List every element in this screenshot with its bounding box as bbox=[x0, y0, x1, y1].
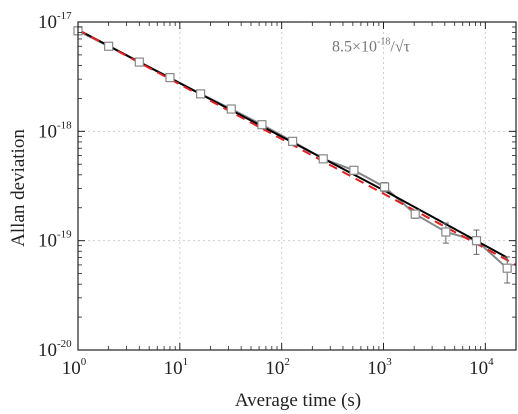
annotation-prefix: 8.5×10 bbox=[332, 38, 377, 55]
data-point-marker bbox=[104, 41, 114, 51]
annotation-suffix: /√τ bbox=[390, 38, 410, 55]
y-tick-label: 10-20 bbox=[38, 338, 72, 361]
fit-line-red-dashed bbox=[77, 28, 517, 266]
x-tick-label: 104 bbox=[469, 356, 494, 379]
x-axis-title: Average time (s) bbox=[235, 390, 361, 411]
data-point-marker bbox=[134, 57, 144, 67]
data-point-marker bbox=[471, 236, 482, 246]
x-tick-label: 103 bbox=[367, 356, 392, 379]
data-point-marker bbox=[379, 182, 390, 192]
x-tick-label: 101 bbox=[164, 356, 189, 379]
data-point-marker bbox=[349, 165, 359, 175]
data-point-marker bbox=[226, 104, 236, 114]
y-tick-label: 10-17 bbox=[38, 10, 72, 33]
data-point-marker bbox=[502, 263, 512, 273]
x-tick-label: 100 bbox=[62, 356, 87, 379]
series-layer bbox=[73, 26, 517, 284]
y-tick-label: 10-18 bbox=[38, 119, 72, 142]
y-tick-label: 10-19 bbox=[38, 229, 72, 252]
data-point-marker bbox=[196, 89, 206, 99]
data-point-marker bbox=[318, 154, 328, 164]
axis-ticks: 100 101 102 103 104 10-17 10-18 10-19 10-20 bbox=[38, 10, 517, 379]
data-point-marker bbox=[410, 209, 420, 219]
data-point-marker bbox=[165, 73, 175, 83]
x-tick-label: 102 bbox=[265, 356, 290, 379]
data-point-marker bbox=[257, 120, 267, 130]
data-point-marker bbox=[441, 227, 451, 237]
annotation-exponent: -18 bbox=[377, 36, 390, 47]
plot-frame bbox=[77, 21, 517, 351]
grid bbox=[78, 22, 516, 350]
data-point-marker bbox=[287, 136, 298, 146]
fit-annotation: 8.5×10-18/√τ bbox=[332, 36, 411, 55]
y-axis-title: Allan deviation bbox=[8, 129, 29, 247]
